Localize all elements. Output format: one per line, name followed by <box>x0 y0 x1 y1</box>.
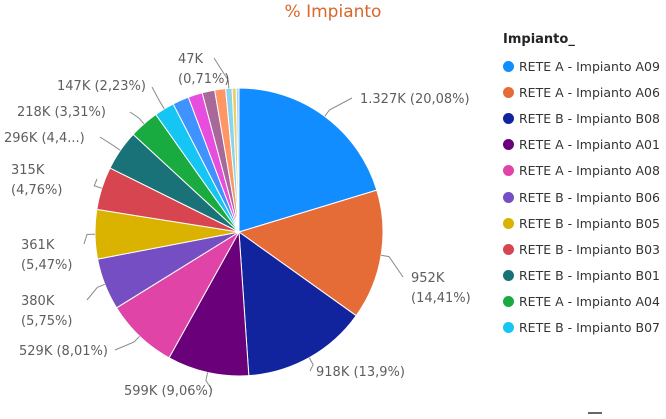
legend-item-label: RETE B - Impianto B06 <box>519 189 660 205</box>
data-label: 315K <box>11 163 45 178</box>
data-label: 380K <box>21 294 55 309</box>
pie-slice[interactable] <box>235 87 240 233</box>
legend-item-label: RETE A - Impianto A06 <box>519 84 660 100</box>
data-label: (0,71%) <box>178 72 229 87</box>
data-label: 296K (4,4...) <box>4 131 85 146</box>
legend-title: Impianto_ <box>503 32 575 47</box>
leader-line <box>205 372 213 391</box>
legend-marker-icon <box>503 112 514 124</box>
data-label: (14,41%) <box>411 291 471 306</box>
leader-line <box>324 97 353 117</box>
pie-slice[interactable] <box>168 230 250 377</box>
legend-item-label: RETE A - Impianto A01 <box>519 137 660 153</box>
chart-title: % Impianto <box>284 2 382 22</box>
legend-marker-icon <box>503 243 514 255</box>
leader-line <box>83 233 96 245</box>
legend-item[interactable]: RETE B - Impianto B08 <box>503 105 660 131</box>
leader-line <box>213 57 230 89</box>
data-label: 361K <box>21 238 55 253</box>
pie-slice[interactable] <box>237 189 384 317</box>
legend-items: RETE A - Impianto A09 RETE A - Impianto A… <box>503 53 660 341</box>
legend-item[interactable]: RETE A - Impianto A01 <box>503 132 660 158</box>
data-label: 1.327K (20,08%) <box>360 92 470 107</box>
legend-item[interactable]: RETE A - Impianto A09 <box>503 53 660 79</box>
legend-marker-icon <box>503 270 514 282</box>
leader-line <box>151 86 165 110</box>
data-label: 599K (9,06%) <box>124 384 213 399</box>
legend-item-label: RETE B - Impianto B08 <box>519 110 660 126</box>
legend-item-label: RETE B - Impianto B05 <box>519 215 660 231</box>
legend-marker-icon <box>503 86 514 98</box>
legend-item[interactable]: RETE B - Impianto B06 <box>503 184 660 210</box>
leader-line <box>99 136 121 151</box>
pie-slice[interactable] <box>238 87 378 233</box>
legend-item[interactable]: RETE A - Impianto A04 <box>503 289 660 315</box>
leader-line <box>129 111 145 125</box>
legend-item-label: RETE B - Impianto B01 <box>519 268 660 284</box>
legend-item-label: RETE A - Impianto A04 <box>519 294 660 310</box>
data-label: 218K (3,31%) <box>17 105 106 120</box>
legend-item[interactable]: RETE B - Impianto B07 <box>503 315 660 341</box>
legend-marker-icon <box>503 296 514 308</box>
legend-scroll-indicator[interactable] <box>588 412 602 414</box>
data-label: 47K <box>178 52 204 67</box>
data-label: 952K <box>411 271 445 286</box>
legend-item[interactable]: RETE B - Impianto B01 <box>503 263 660 289</box>
data-label: 918K (13,9%) <box>316 365 405 380</box>
legend-marker-icon <box>503 191 514 203</box>
legend-item[interactable]: RETE A - Impianto A08 <box>503 158 660 184</box>
leader-line <box>381 254 404 278</box>
legend-item[interactable]: RETE A - Impianto A06 <box>503 79 660 105</box>
pie-slice[interactable] <box>238 230 357 377</box>
legend-marker-icon <box>503 322 514 334</box>
legend-marker-icon <box>503 139 514 151</box>
leader-line <box>93 178 102 189</box>
legend-marker-icon <box>503 165 514 177</box>
legend-item[interactable]: RETE B - Impianto B03 <box>503 236 660 262</box>
legend-item-label: RETE A - Impianto A08 <box>519 163 660 179</box>
legend-item-label: RETE B - Impianto B07 <box>519 320 660 336</box>
data-label: (5,47%) <box>21 258 72 273</box>
legend-item-label: RETE B - Impianto B03 <box>519 241 660 257</box>
legend-item[interactable]: RETE B - Impianto B05 <box>503 210 660 236</box>
legend-item-label: RETE A - Impianto A09 <box>519 58 660 74</box>
legend: Impianto_ RETE A - Impianto A09 RETE A - … <box>503 32 660 341</box>
leader-line <box>86 283 106 301</box>
leader-line <box>114 335 140 351</box>
data-label: 147K (2,23%) <box>57 79 146 94</box>
data-label: (4,76%) <box>11 183 62 198</box>
data-label: (5,75%) <box>21 314 72 329</box>
legend-marker-icon <box>503 217 514 229</box>
data-label: 529K (8,01%) <box>19 344 108 359</box>
pie-chart[interactable]: 1.327K (20,08%) 952K (14,41%) 918K (13,9%) 5… <box>0 0 480 419</box>
legend-marker-icon <box>503 60 514 72</box>
leader-line <box>308 357 314 372</box>
